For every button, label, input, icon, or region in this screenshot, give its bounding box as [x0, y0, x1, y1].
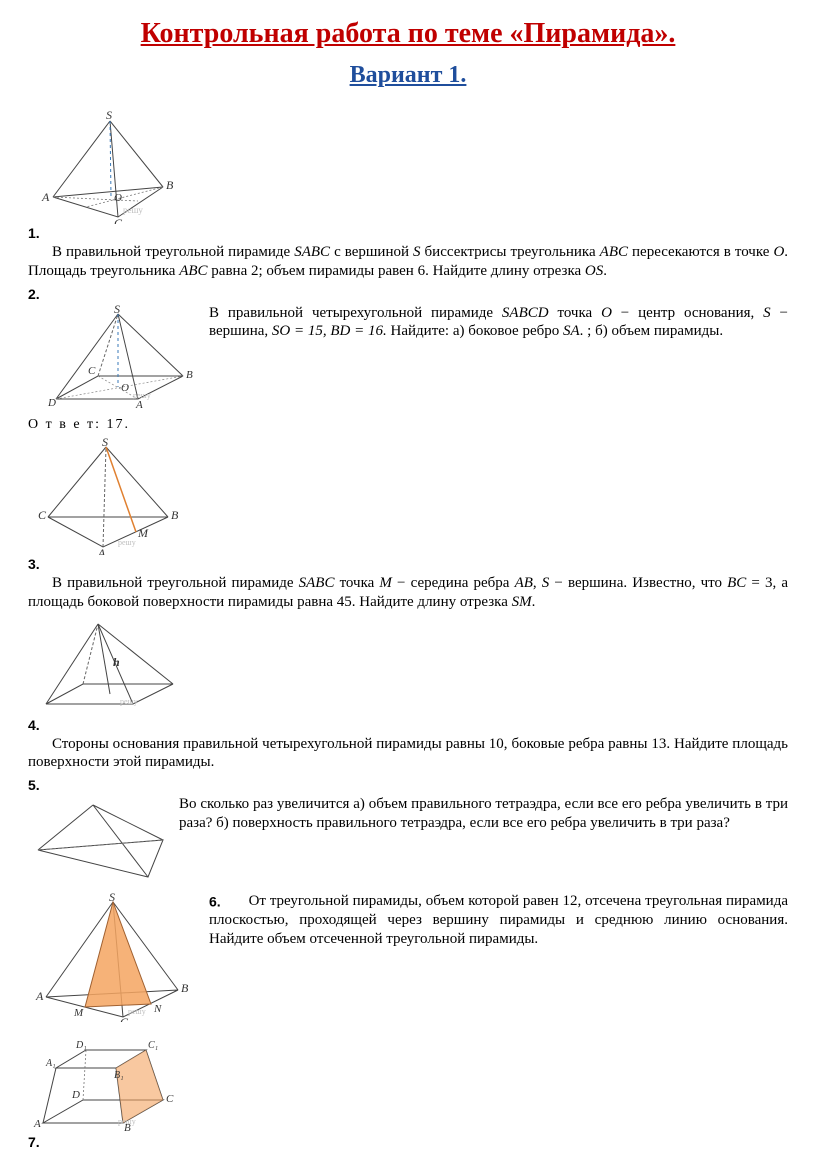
task-number-4: 4.: [28, 717, 40, 733]
svg-text:B₁: B₁: [114, 1070, 124, 1081]
task6-block: S A B C M N решу 6. От треугольной пирам…: [28, 892, 788, 948]
svg-text:C: C: [114, 216, 123, 224]
diagram-6: S A B C M N решу: [28, 892, 203, 1022]
diagram-4: h решу: [28, 616, 188, 716]
svg-text:C: C: [38, 508, 47, 522]
svg-text:S: S: [106, 109, 112, 122]
svg-text:A: A: [135, 399, 143, 411]
svg-text:O: O: [114, 192, 122, 204]
task-number-1: 1.: [28, 225, 40, 241]
task2-answer: О т в е т: 17.: [28, 416, 788, 434]
task5-block: Во сколько раз увеличится а) объем прави…: [28, 795, 788, 833]
diagram-3: S C B A M решу: [28, 437, 188, 555]
variant-title: Вариант 1.: [28, 62, 788, 89]
page-title: Контрольная работа по теме «Пирамида».: [28, 18, 788, 50]
task-number-5: 5.: [28, 777, 40, 793]
svg-text:N: N: [153, 1003, 162, 1015]
svg-text:B: B: [171, 508, 179, 522]
task4-text: Стороны основания правильной четырехугол…: [28, 735, 788, 773]
svg-text:S: S: [114, 304, 120, 316]
svg-text:B: B: [181, 981, 189, 995]
svg-text:S: S: [102, 437, 108, 449]
svg-text:A: A: [41, 190, 50, 204]
svg-text:h: h: [113, 655, 120, 669]
svg-text:C: C: [120, 1015, 129, 1022]
svg-text:C₁: C₁: [148, 1040, 158, 1051]
svg-text:D: D: [71, 1089, 80, 1101]
task2-block: S D A B C O решу В правильной четырехуго…: [28, 304, 788, 342]
svg-text:C: C: [166, 1093, 174, 1105]
svg-text:решу: решу: [120, 697, 138, 706]
diagram-5: [28, 795, 173, 890]
svg-text:B: B: [186, 369, 193, 381]
svg-text:решу: решу: [118, 1117, 136, 1126]
svg-text:A: A: [33, 1118, 41, 1130]
diagram-1: S A B C O решу: [28, 109, 188, 224]
svg-text:C: C: [88, 365, 96, 377]
task1-text: В правильной треугольной пирамиде SABC с…: [28, 243, 788, 281]
diagram-7: A B C D A₁ B₁ C₁ D₁ решу: [28, 1028, 188, 1133]
task-number-2: 2.: [28, 286, 40, 302]
svg-text:D: D: [47, 397, 56, 409]
svg-text:решу: решу: [128, 1007, 146, 1016]
task-number-7: 7.: [28, 1134, 40, 1150]
svg-text:M: M: [73, 1007, 84, 1019]
task3-text: В правильной треугольной пирамиде SABC т…: [28, 574, 788, 612]
svg-text:M: M: [137, 526, 149, 540]
svg-text:B: B: [166, 178, 174, 192]
svg-text:A₁: A₁: [45, 1058, 56, 1069]
svg-text:A: A: [35, 989, 44, 1003]
task-number-3: 3.: [28, 556, 40, 572]
svg-text:решу: решу: [118, 538, 136, 547]
diagram-2: S D A B C O решу: [28, 304, 203, 414]
svg-text:O: O: [121, 382, 129, 394]
svg-text:S: S: [109, 892, 115, 904]
svg-text:D₁: D₁: [75, 1040, 87, 1051]
task-number-6: 6.: [209, 893, 221, 909]
svg-text:решу: решу: [123, 205, 143, 215]
svg-text:решу: решу: [133, 391, 151, 400]
svg-text:A: A: [97, 546, 106, 555]
